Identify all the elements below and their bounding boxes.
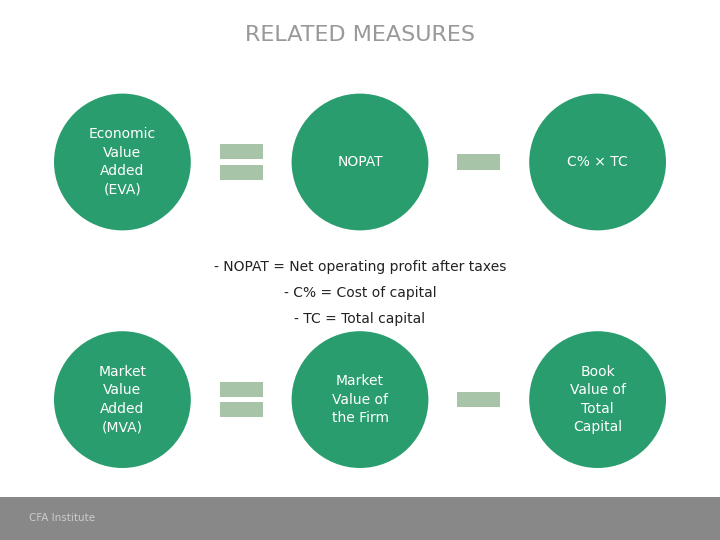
FancyBboxPatch shape [457,392,500,407]
FancyBboxPatch shape [220,382,263,397]
Text: Economic
Value
Added
(EVA): Economic Value Added (EVA) [89,127,156,197]
FancyBboxPatch shape [0,497,720,540]
Text: - TC = Total capital: - TC = Total capital [294,312,426,326]
Text: C% × TC: C% × TC [567,155,628,169]
Text: Book
Value of
Total
Capital: Book Value of Total Capital [570,365,626,434]
Ellipse shape [54,331,191,468]
FancyBboxPatch shape [220,165,263,180]
Text: RELATED MEASURES: RELATED MEASURES [245,25,475,45]
Ellipse shape [54,93,191,231]
Text: CFA Institute: CFA Institute [29,514,95,523]
Ellipse shape [292,93,428,231]
Text: - NOPAT = Net operating profit after taxes: - NOPAT = Net operating profit after tax… [214,260,506,274]
Text: Market
Value of
the Firm: Market Value of the Firm [331,374,389,425]
Ellipse shape [529,93,666,231]
Text: - C% = Cost of capital: - C% = Cost of capital [284,286,436,300]
Ellipse shape [529,331,666,468]
FancyBboxPatch shape [220,144,263,159]
FancyBboxPatch shape [457,154,500,170]
FancyBboxPatch shape [220,402,263,417]
Ellipse shape [292,331,428,468]
Text: NOPAT: NOPAT [337,155,383,169]
Text: Market
Value
Added
(MVA): Market Value Added (MVA) [99,365,146,434]
